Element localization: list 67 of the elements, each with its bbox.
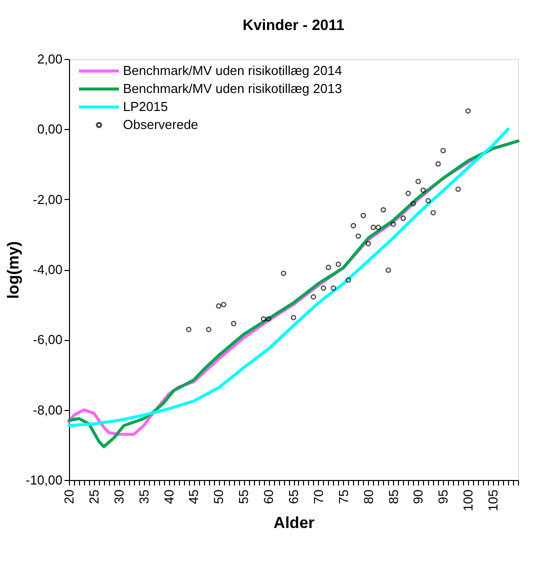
point [280,270,286,276]
point [230,320,236,326]
point [430,210,436,216]
point [310,294,316,300]
x-axis-title: Alder [274,515,314,532]
point [186,326,192,332]
y-tick-label: -10,00 [26,472,62,488]
x-tick-label: 60 [261,490,276,504]
x-tick-label: 75 [336,490,351,504]
x-tick-label: 45 [186,490,202,504]
y-tick-label: 0,00 [37,122,62,137]
point [380,207,386,213]
point [346,277,352,283]
x-tick-label: 65 [286,490,301,504]
point [290,314,296,320]
point [425,198,431,204]
x-tick-label: 95 [436,490,451,504]
point [386,267,392,273]
point [366,240,372,246]
y-tick-label: -4,00 [32,262,62,277]
x-tick-label: 85 [386,490,401,504]
x-tick-label: 100 [460,490,476,512]
point [260,316,266,322]
x-tick-label: 25 [86,490,102,504]
x-tick-label: 105 [486,490,501,512]
point [216,303,222,309]
x-tick-label: 90 [410,490,426,504]
point [220,302,226,308]
point [206,326,212,332]
y-axis-title: log(my) [6,241,23,299]
legend-label: Benchmark/MV uden risikotillæg 2014 [123,63,342,78]
point [376,224,382,230]
y-tick-label: -8,00 [32,402,62,418]
point [266,316,272,322]
y-tick-label: 2,00 [37,52,62,66]
point [406,190,411,196]
point [416,178,421,184]
point [356,233,362,239]
point [435,161,441,167]
point [360,212,366,218]
point [400,216,406,221]
x-tick-label: 55 [236,490,252,504]
point [455,186,461,192]
legend-label: Benchmark/MV uden risikotillæg 2013 [123,81,342,96]
legend-label: Observerede [123,117,198,132]
x-tick-label: 20 [62,490,76,504]
x-tick-label: 30 [111,490,126,504]
point [465,108,471,114]
x-tick-label: 70 [310,490,326,504]
point [410,200,416,206]
point [320,285,326,291]
x-tick-label: 35 [136,490,152,504]
point [336,262,342,267]
point [330,285,336,291]
point [440,148,446,154]
point [350,222,356,228]
point [370,224,376,230]
y-tick-label: -6,00 [32,332,62,348]
legend-label: LP2015 [123,99,168,114]
y-tick-label: -2,00 [32,192,62,207]
x-tick-label: 40 [161,490,176,504]
point [390,222,396,227]
point [326,264,332,270]
chart-title: Kvinder - 2011 [242,17,344,34]
x-tick-label: 50 [211,490,226,504]
point [420,187,426,193]
x-tick-label: 80 [360,490,376,504]
